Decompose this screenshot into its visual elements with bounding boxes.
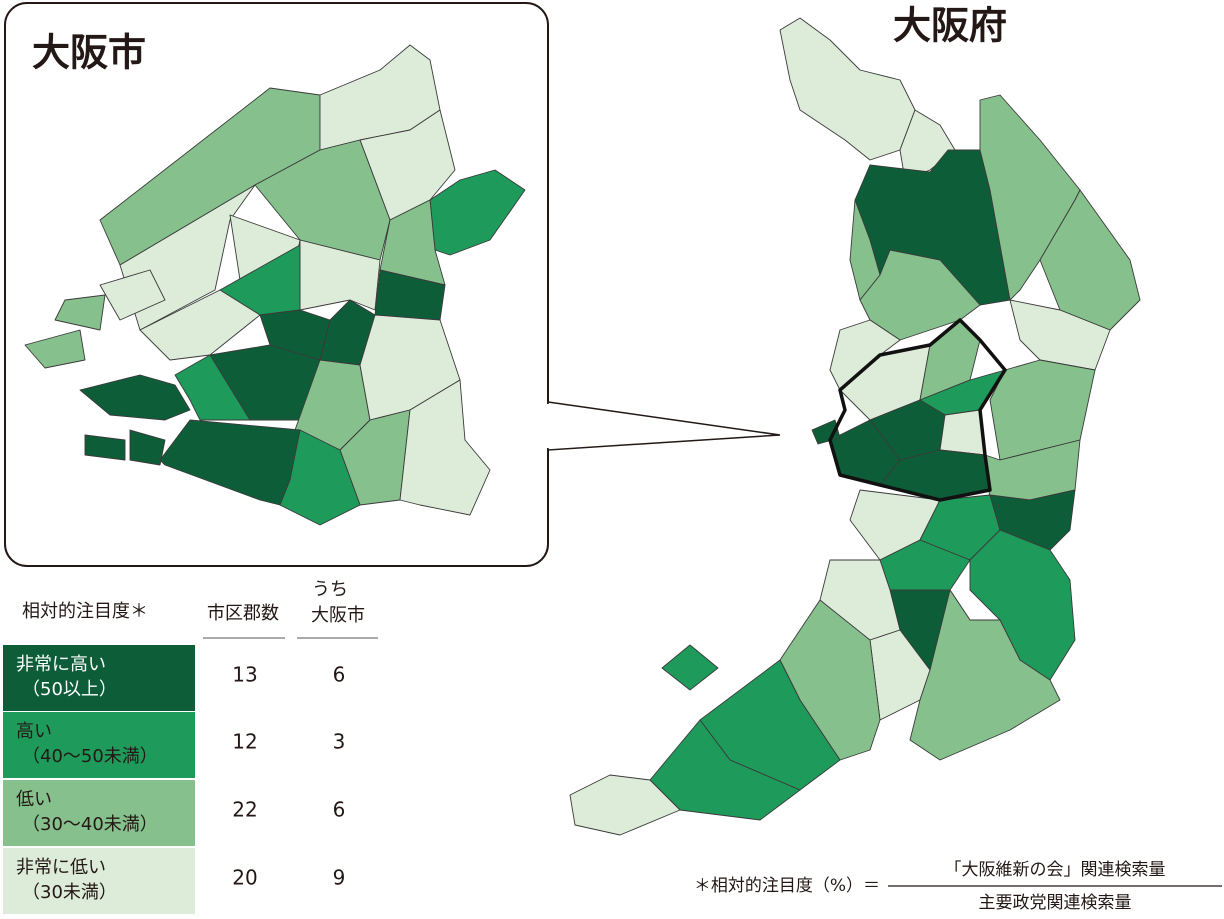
city-outline [828,318,1007,502]
footnote-numerator: 「大阪維新の会」関連検索量 [945,860,1166,880]
header-level: 相対的注目度＊ [22,601,148,622]
ward [379,199,446,286]
prefecture-title: 大阪府 [893,4,1007,48]
osaka-count: 6 [333,663,346,687]
level-range: （50以上） [22,679,117,700]
ward [339,409,411,506]
level-swatch [3,712,195,778]
level-range: （40〜50未満） [22,746,158,767]
ward [84,434,126,461]
level-swatch [3,848,195,914]
count: 20 [232,866,257,890]
level-range: （30未満） [22,882,117,903]
legend-table: 非常に高い （50以上） 13 6 高い （40〜50未満） 12 3 低い （30〜40未満） 2… [3,645,345,914]
ward [99,269,166,321]
osaka-count: 9 [333,866,346,890]
district [909,589,1061,761]
callout [547,401,781,451]
level-label: 高い [16,721,52,742]
footnote-lhs: ＊相対的注目度（%）＝ [694,876,880,896]
level-label: 非常に低い [16,857,106,878]
prefecture-map [569,17,1141,836]
footnote-denominator: 主要政党関連検索量 [979,893,1132,913]
district [661,644,719,691]
count: 12 [232,730,257,754]
ward [54,294,106,331]
ward [174,354,251,421]
district [811,419,841,445]
count: 13 [232,663,257,687]
city-title: 大阪市 [32,31,146,75]
ward [79,374,191,421]
ward [24,329,86,369]
level-swatch [3,645,195,711]
ward [399,379,491,516]
count: 22 [232,798,257,822]
header-osaka: うち [312,579,348,600]
district [869,629,931,721]
level-swatch [3,780,195,846]
ward [129,429,166,466]
level-label: 非常に高い [16,654,106,675]
osaka-count: 6 [333,798,346,822]
osaka-count: 3 [333,730,346,754]
district [939,409,986,456]
level-label: 低い [16,789,52,810]
district [569,774,681,836]
header-count: 市区郡数 [207,603,279,624]
city-map [24,44,526,526]
ward [139,289,261,361]
ward [429,169,526,256]
ward [279,429,361,526]
header-osaka: 大阪市 [311,605,365,626]
level-range: （30〜40未満） [22,814,158,835]
